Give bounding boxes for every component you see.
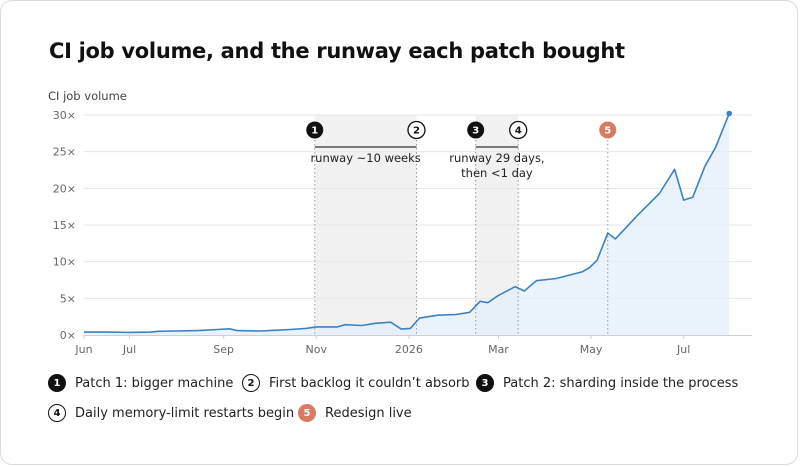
legend-item-1: 1 Patch 1: bigger machine [48, 374, 233, 392]
y-tick-label: 15× [53, 219, 76, 232]
legend-label: Daily memory-limit restarts begin [75, 405, 295, 421]
event-badge-5: 5 [599, 121, 617, 139]
event-badge-number: 4 [515, 126, 522, 137]
y-axis-label: CI job volume [48, 89, 127, 103]
legend-label: Patch 2: sharding inside the process [503, 375, 739, 391]
legend-badge-4: 4 [48, 404, 66, 422]
x-tick-label: May [580, 343, 603, 356]
legend-badge-1: 1 [48, 374, 66, 392]
legend-badge-5: 5 [298, 404, 316, 422]
event-badge-circle [467, 121, 485, 139]
y-tick-label: 0× [60, 329, 76, 342]
x-tick-label: 2026 [395, 343, 423, 356]
runway-label-2: then <1 day [461, 166, 533, 180]
x-tick-label: Jun [74, 343, 92, 356]
event-badge-4: 4 [509, 120, 528, 140]
event-badge-number: 3 [472, 126, 479, 137]
x-tick-label: Jul [122, 343, 136, 356]
runway-label-1: runway ~10 weeks [310, 151, 420, 165]
event-badge-circle [407, 120, 426, 140]
legend-item-3: 3 Patch 2: sharding inside the process [476, 374, 738, 392]
legend-label: Redesign live [325, 405, 412, 421]
event-badge-number: 5 [604, 126, 611, 137]
event-badge-1: 1 [306, 121, 324, 139]
y-tick-label: 20× [53, 182, 76, 195]
y-tick-label: 30× [53, 109, 76, 122]
legend-item-5: 5 Redesign live [298, 404, 412, 422]
y-tick-label: 5× [60, 292, 76, 305]
event-badge-2: 2 [407, 120, 426, 140]
y-tick-label: 25× [53, 146, 76, 159]
runway-label-2: runway 29 days, [449, 151, 544, 165]
y-tick-label: 10× [53, 256, 76, 269]
legend-badge-2: 2 [242, 374, 260, 392]
series-end-point [726, 110, 733, 117]
x-tick-label: Sep [213, 343, 234, 356]
legend-item-4: 4 Daily memory-limit restarts begin [48, 404, 294, 422]
event-badge-number: 2 [413, 126, 420, 137]
event-badge-number: 1 [311, 126, 318, 137]
series-line [84, 113, 730, 334]
event-badge-circle [509, 120, 528, 140]
event-badge-circle [306, 121, 324, 139]
chart-title: CI job volume, and the runway each patch… [49, 39, 625, 63]
x-tick-label: Nov [306, 343, 328, 356]
x-tick-label: Jul [676, 343, 690, 356]
event-badge-3: 3 [467, 121, 485, 139]
x-tick-label: Mar [488, 343, 509, 356]
legend-label: Patch 1: bigger machine [75, 375, 234, 391]
legend-badge-3: 3 [476, 374, 494, 392]
legend-label: First backlog it couldn’t absorb [269, 375, 470, 391]
event-badge-circle [599, 121, 617, 139]
legend-item-2: 2 First backlog it couldn’t absorb [242, 374, 470, 392]
series-area [84, 113, 730, 335]
